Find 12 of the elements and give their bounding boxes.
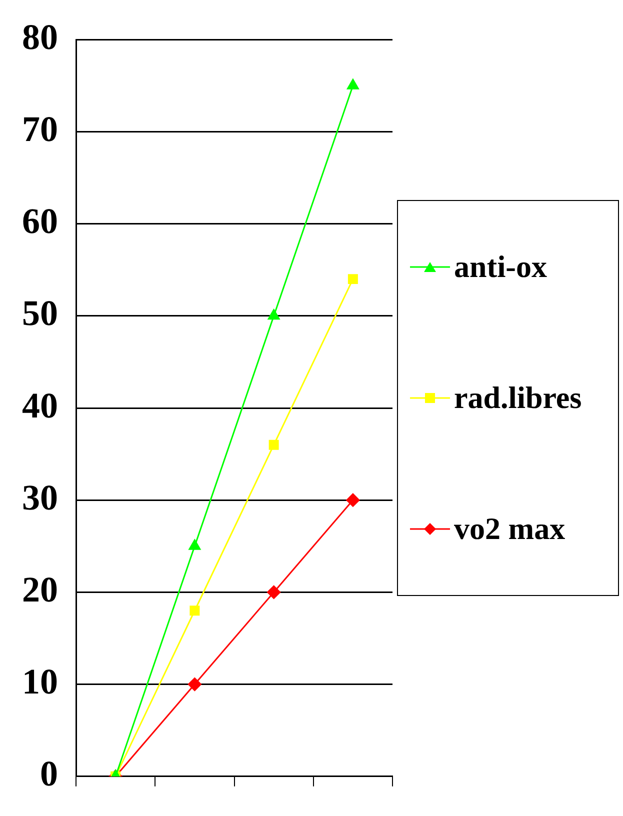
y-tick-label: 80 bbox=[22, 16, 58, 57]
y-tick-label: 70 bbox=[22, 108, 58, 149]
legend-label: anti-ox bbox=[454, 248, 547, 285]
y-tick-label: 60 bbox=[22, 201, 58, 242]
y-tick-label: 50 bbox=[22, 293, 58, 334]
y-tick-label: 20 bbox=[22, 569, 58, 610]
y-tick-label: 0 bbox=[40, 754, 58, 794]
legend-label: vo2 max bbox=[454, 511, 566, 548]
y-tick-label: 40 bbox=[22, 385, 58, 426]
y-tick-label: 10 bbox=[22, 662, 58, 702]
y-tick-label: 30 bbox=[22, 477, 58, 518]
legend-label: rad.libres bbox=[454, 380, 582, 416]
